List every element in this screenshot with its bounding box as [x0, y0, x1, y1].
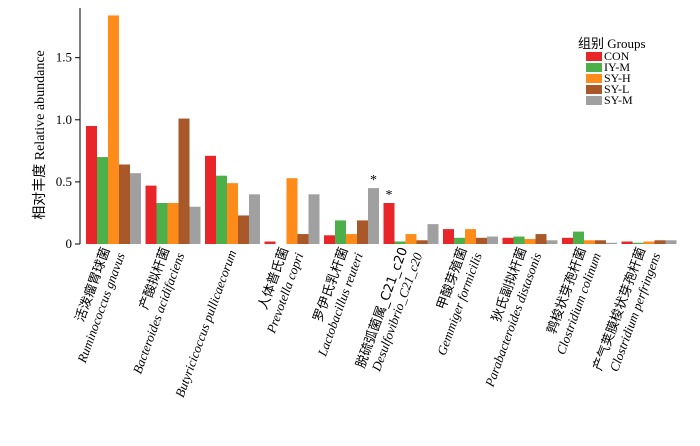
bar-iy-m-6 [454, 237, 465, 244]
bar-iy-m-5 [394, 241, 406, 244]
y-tick-label: 0 [66, 236, 73, 251]
bar-sy-h-0 [108, 15, 119, 244]
category-label-latin: Butyricicoccus pullicaecorum [172, 248, 239, 399]
bar-sy-m-2 [249, 194, 260, 244]
y-tick-label: 1.5 [56, 50, 72, 65]
bar-sy-l-7 [535, 234, 547, 244]
plot-area: ** [86, 15, 677, 244]
bar-sy-m-4 [368, 188, 379, 244]
bar-con-9 [621, 241, 633, 244]
bar-sy-h-2 [227, 183, 238, 244]
y-axis: 0 0.5 1.0 1.5 [56, 8, 81, 251]
legend-swatch-sy-l [586, 85, 602, 94]
bar-con-0 [86, 126, 97, 244]
bar-sy-l-2 [238, 215, 249, 244]
bar-sy-h-9 [643, 241, 655, 244]
legend-title: 组别 Groups [578, 36, 646, 51]
bar-sy-l-9 [654, 240, 666, 244]
bar-sy-h-5 [405, 234, 417, 244]
bar-sy-h-8 [584, 240, 595, 244]
legend-label: SY-L [604, 82, 629, 96]
legend-swatch-sy-m [586, 96, 602, 105]
bar-iy-m-2 [216, 175, 227, 244]
legend-label: CON [604, 49, 630, 63]
bar-sy-m-9 [665, 240, 677, 244]
bar-con-1 [145, 185, 157, 244]
bar-con-6 [443, 229, 454, 244]
bar-iy-m-7 [513, 236, 525, 244]
bar-con-4 [324, 235, 335, 244]
bar-sy-m-8 [606, 242, 617, 244]
bar-sy-m-7 [546, 240, 558, 244]
bar-con-5 [383, 203, 395, 244]
bar-con-2 [205, 155, 216, 244]
y-tick-label: 1.0 [56, 112, 72, 127]
bar-sy-m-1 [189, 206, 201, 244]
legend-label: SY-H [604, 71, 631, 85]
bar-con-8 [562, 237, 573, 244]
bar-sy-h-6 [465, 229, 476, 244]
bar-iy-m-0 [97, 157, 108, 244]
y-tick-label: 0.5 [56, 174, 72, 189]
legend-label: SY-M [604, 93, 633, 107]
bar-sy-m-6 [487, 236, 498, 244]
significance-marker: * [370, 173, 377, 188]
bar-sy-m-0 [130, 173, 141, 244]
bar-sy-h-1 [167, 203, 179, 244]
legend-swatch-con [586, 52, 602, 61]
bar-sy-l-8 [595, 240, 606, 244]
bar-iy-m-8 [573, 231, 584, 244]
bar-sy-m-3 [308, 194, 320, 244]
bar-sy-m-5 [427, 224, 439, 244]
bar-sy-l-5 [416, 240, 428, 244]
bar-sy-l-0 [119, 164, 130, 244]
bar-sy-l-1 [178, 118, 190, 244]
bar-sy-l-4 [357, 220, 368, 244]
significance-marker: * [386, 188, 393, 203]
bar-iy-m-9 [632, 242, 644, 244]
bar-sy-l-3 [297, 234, 309, 244]
legend-swatch-iy-m [586, 63, 602, 72]
y-axis-label: 相对丰度 Relative abundance [32, 50, 48, 220]
bar-sy-h-7 [524, 239, 536, 244]
legend-label: IY-M [604, 60, 630, 74]
bar-iy-m-4 [335, 220, 346, 244]
bar-iy-m-1 [156, 203, 168, 244]
legend-swatch-sy-h [586, 74, 602, 83]
bar-con-3 [264, 241, 276, 244]
bar-sy-h-3 [286, 178, 298, 244]
bar-sy-l-6 [476, 237, 487, 244]
bar-sy-h-4 [346, 234, 357, 244]
category-label-2: Butyricicoccus pullicaecorum [172, 248, 239, 399]
bar-con-7 [502, 237, 514, 244]
